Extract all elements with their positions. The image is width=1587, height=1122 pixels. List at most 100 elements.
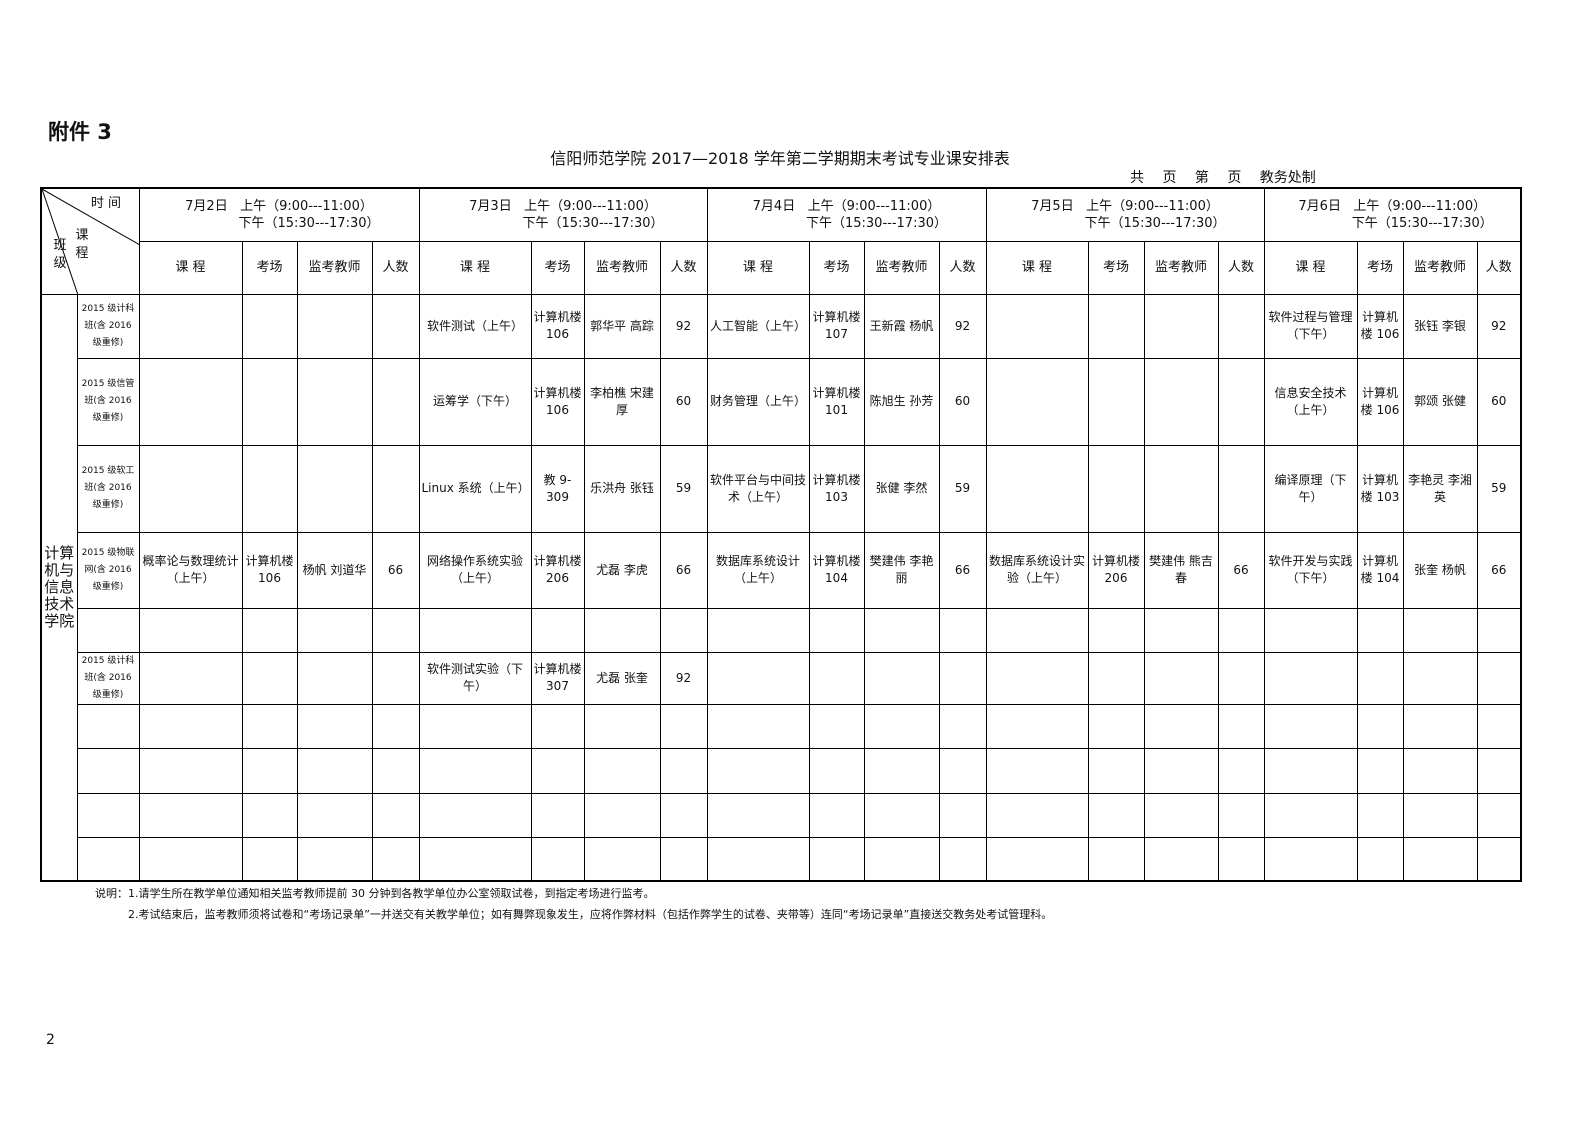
table-row	[41, 703, 1522, 749]
exam-room-cell	[1087, 703, 1145, 749]
class-cell	[76, 703, 140, 749]
am-time: 上午（9:00---11:00）	[524, 198, 657, 214]
column-header: 课 程	[1263, 240, 1358, 295]
table-row	[41, 747, 1522, 794]
column-header: 考场	[1087, 240, 1145, 295]
table-row	[41, 836, 1522, 882]
exam-schedule-table: 时 间课 程班 级 7月2日 上午（9:00---11:00） 下午（15:30--…	[40, 187, 1522, 882]
table-row	[41, 607, 1522, 653]
am-time: 上午（9:00---11:00）	[1353, 198, 1487, 214]
course-cell	[138, 747, 243, 794]
column-header: 人数	[659, 240, 708, 295]
proctors-cell	[1402, 836, 1478, 882]
pm-time: 下午（15:30---17:30）	[1351, 215, 1493, 231]
class-cell	[76, 792, 140, 838]
student-count-cell: 60	[938, 357, 987, 446]
course-cell	[985, 651, 1089, 705]
course-cell	[706, 836, 810, 882]
proctors-cell: 王新霞 杨帆	[863, 293, 940, 359]
day-date: 7月4日	[752, 198, 796, 214]
column-header: 课 程	[138, 240, 243, 295]
proctors-cell	[296, 703, 373, 749]
student-count-cell	[1217, 651, 1265, 705]
proctors-cell: 张奎 杨帆	[1402, 531, 1478, 609]
corner-class-label: 班 级	[53, 238, 67, 271]
class-cell	[76, 747, 140, 794]
proctors-cell	[583, 836, 661, 882]
student-count-cell	[1217, 607, 1265, 653]
course-cell: 软件测试（上午）	[418, 293, 532, 359]
course-cell	[985, 703, 1089, 749]
proctors-cell	[863, 703, 940, 749]
proctors-cell: 郭颂 张健	[1402, 357, 1478, 446]
page-number: 2	[46, 1032, 55, 1048]
table-row	[41, 792, 1522, 838]
student-count-cell	[1217, 357, 1265, 446]
exam-room-cell: 计算机楼 101	[808, 357, 865, 446]
student-count-cell	[938, 747, 987, 794]
exam-room-cell	[241, 703, 298, 749]
course-cell	[1263, 836, 1358, 882]
course-cell: 概率论与数理统计（上午）	[138, 531, 243, 609]
proctors-cell	[1143, 836, 1219, 882]
course-cell	[138, 357, 243, 446]
exam-room-cell	[1356, 703, 1404, 749]
student-count-cell: 66	[1217, 531, 1265, 609]
proctors-cell	[863, 792, 940, 838]
class-cell: 2015 级物联网(含 2016 级重修)	[76, 531, 140, 609]
course-cell: 信息安全技术（上午）	[1263, 357, 1358, 446]
proctors-cell	[1143, 357, 1219, 446]
exam-room-cell	[1356, 607, 1404, 653]
course-cell: Linux 系统（上午）	[418, 444, 532, 533]
column-header: 课 程	[706, 240, 810, 295]
course-cell	[985, 792, 1089, 838]
student-count-cell	[938, 836, 987, 882]
day-header: 7月6日 上午（9:00---11:00） 下午（15:30---17:30）	[1263, 187, 1522, 242]
exam-room-cell	[1356, 836, 1404, 882]
table-row: 计算机与信息技术学院 2015 级计科班(含 2016 级重修) 软件测试（上午）计…	[40, 293, 1522, 882]
column-header: 人数	[938, 240, 987, 295]
column-header: 考场	[241, 240, 298, 295]
exam-room-cell: 计算机楼 106	[1356, 293, 1404, 359]
table-row: 2015 级信管班(含 2016 级重修) 运筹学（下午） 计算机楼 106 李柏樵 …	[41, 357, 1522, 446]
student-count-cell	[1217, 747, 1265, 794]
course-cell	[1263, 607, 1358, 653]
course-cell	[1263, 651, 1358, 705]
student-count-cell	[659, 747, 708, 794]
course-cell: 人工智能（上午）	[706, 293, 810, 359]
table-row: 2015 级计科班(含 2016 级重修) 软件测试实验（下午） 计算机楼 307 尤…	[41, 651, 1522, 705]
proctors-cell: 张钰 李银	[1402, 293, 1478, 359]
page-subtitle: 共 页 第 页 教务处制	[1130, 170, 1316, 186]
course-cell: 运筹学（下午）	[418, 357, 532, 446]
proctors-cell: 杨帆 刘道华	[296, 531, 373, 609]
student-count-cell	[938, 607, 987, 653]
exam-room-cell	[530, 792, 585, 838]
header-row-columns: 课 程考场 监考教师 人数课 程考场 监考教师 人数课 程考场 监考教师 人数课 程考场 监考…	[41, 240, 1522, 295]
student-count-cell: 60	[1476, 357, 1522, 446]
course-cell: 软件测试实验（下午）	[418, 651, 532, 705]
student-count-cell	[371, 444, 420, 533]
proctors-cell	[296, 293, 373, 359]
header-corner: 时 间课 程班 级	[40, 187, 140, 295]
header-row-dates: 时 间课 程班 级 7月2日 上午（9:00---11:00） 下午（15:30--…	[40, 187, 1522, 295]
course-cell	[985, 293, 1089, 359]
student-count-cell	[1217, 836, 1265, 882]
course-cell	[418, 747, 532, 794]
course-cell	[706, 747, 810, 794]
student-count-cell	[371, 703, 420, 749]
exam-room-cell	[1087, 444, 1145, 533]
exam-room-cell	[1087, 293, 1145, 359]
student-count-cell	[1476, 607, 1522, 653]
proctors-cell: 樊建伟 熊吉春	[1143, 531, 1219, 609]
course-cell	[138, 792, 243, 838]
table-row: 2015 级物联网(含 2016 级重修) 概率论与数理统计（上午） 计算机楼 10…	[41, 531, 1522, 609]
day-header: 7月3日 上午（9:00---11:00） 下午（15:30---17:30）	[418, 187, 708, 242]
student-count-cell: 92	[659, 651, 708, 705]
proctors-cell	[296, 651, 373, 705]
note-1: 说明：1.请学生所在教学单位通知相关监考教师提前 30 分钟到各教学单位办公室领…	[95, 887, 655, 900]
proctors-cell: 陈旭生 孙芳	[863, 357, 940, 446]
student-count-cell	[1217, 792, 1265, 838]
column-header: 监考教师	[296, 240, 373, 295]
proctors-cell	[583, 792, 661, 838]
class-cell: 2015 级软工班(含 2016 级重修)	[76, 444, 140, 533]
